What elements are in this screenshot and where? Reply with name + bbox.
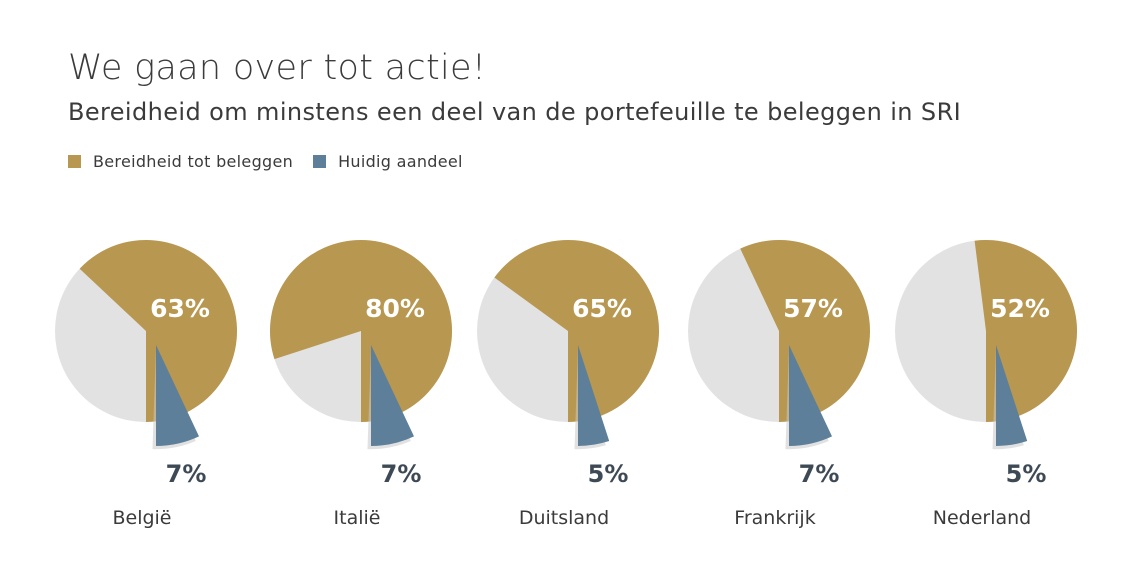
- pie-slice-willing: [79, 240, 237, 422]
- value-label-willing: 57%: [783, 294, 843, 323]
- pie-slice-current: [156, 345, 199, 446]
- chart-title: We gaan over tot actie!: [68, 48, 487, 88]
- value-label-willing: 65%: [572, 294, 632, 323]
- legend-swatch-current: [313, 155, 327, 168]
- value-label-willing: 80%: [365, 294, 425, 323]
- pie-group-1: 80% 7%Italië: [269, 240, 452, 529]
- legend-item-current: Huidig aandeel: [313, 152, 463, 171]
- value-label-willing: 63%: [150, 294, 210, 323]
- category-label: Italië: [334, 507, 381, 529]
- pie-slice-willing: [269, 240, 452, 422]
- chart-subtitle: Bereidheid om minstens een deel van de p…: [68, 98, 962, 126]
- pie-slice-willing: [740, 240, 870, 422]
- category-label: Nederland: [933, 507, 1032, 529]
- legend-label-current: Huidig aandeel: [338, 152, 463, 171]
- value-label-current: 7%: [799, 460, 840, 488]
- pie-group-3: 57% 7% Frankrijk: [688, 240, 870, 529]
- pie-slice-current: [578, 345, 610, 446]
- pie-slice-willing: [494, 240, 659, 422]
- pie-slice-current: [996, 345, 1028, 446]
- legend: Bereidheid tot beleggen Huidig aandeel: [68, 152, 483, 171]
- category-label: België: [112, 507, 171, 529]
- pie-slice-current: [789, 345, 832, 446]
- pie-slice-current: [371, 345, 414, 446]
- value-label-willing: 52%: [990, 294, 1050, 323]
- pie-group-0: 63% 7% België: [55, 240, 237, 529]
- value-label-current: 7%: [381, 460, 422, 488]
- pie-slice-willing: [974, 240, 1078, 422]
- value-label-current: 7%: [166, 460, 207, 488]
- legend-label-willing: Bereidheid tot beleggen: [93, 152, 294, 171]
- value-label-current: 5%: [588, 460, 629, 488]
- category-label: Frankrijk: [734, 507, 815, 529]
- legend-item-willing: Bereidheid tot beleggen: [68, 152, 293, 171]
- pie-group-4: 52% 5% Nederland: [895, 240, 1078, 529]
- pie-group-2: 65% 5% Duitsland: [477, 240, 659, 529]
- legend-swatch-willing: [68, 155, 81, 168]
- category-label: Duitsland: [519, 507, 609, 529]
- value-label-current: 5%: [1006, 460, 1047, 488]
